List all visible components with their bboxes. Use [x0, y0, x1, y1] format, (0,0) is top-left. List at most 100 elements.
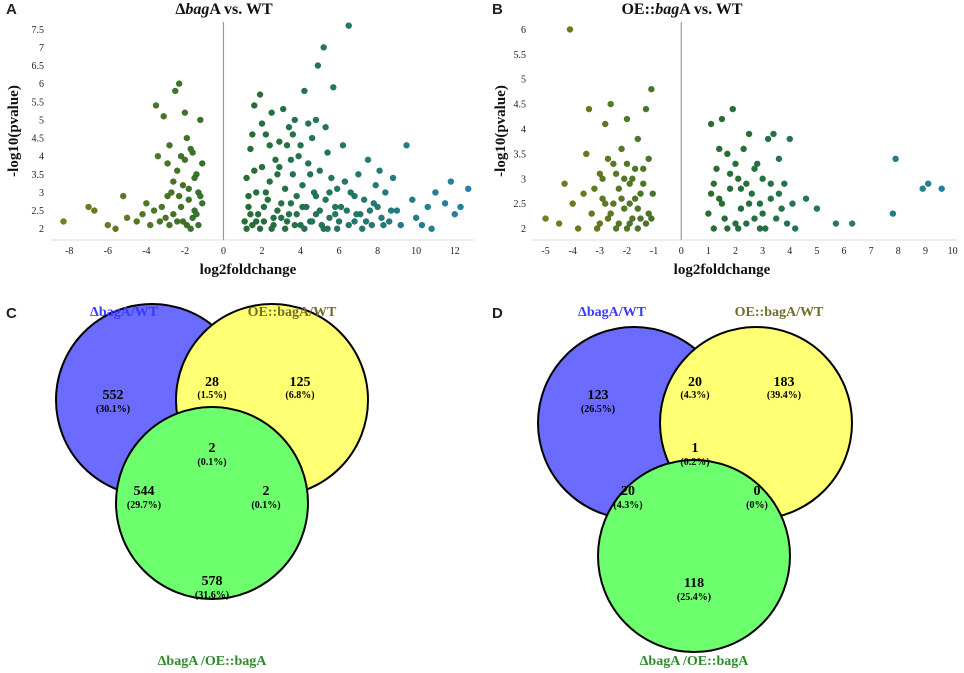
data-point: [316, 167, 324, 175]
data-point: [171, 87, 179, 95]
data-point: [759, 210, 766, 217]
data-point: [291, 221, 299, 229]
data-point: [247, 145, 254, 153]
data-point: [143, 200, 150, 207]
data-point: [924, 180, 932, 188]
data-point: [160, 113, 168, 120]
x-tick-label: 8: [375, 246, 380, 257]
data-point: [464, 185, 472, 193]
data-point: [642, 105, 650, 113]
data-point: [85, 203, 92, 211]
data-point: [287, 200, 295, 207]
data-point: [276, 163, 283, 171]
data-point: [299, 181, 306, 189]
data-point: [634, 135, 642, 143]
data-point: [179, 218, 187, 225]
x-tick-label: -6: [104, 246, 112, 257]
x-tick-label: -1: [650, 246, 658, 257]
data-point: [168, 189, 175, 196]
data-point: [152, 102, 160, 109]
data-point: [409, 196, 416, 204]
data-point: [150, 207, 158, 214]
data-point: [623, 115, 631, 123]
data-point: [123, 214, 131, 222]
data-point: [258, 120, 266, 127]
data-point: [335, 218, 343, 225]
data-point: [596, 170, 604, 178]
data-point: [734, 175, 742, 183]
data-point: [705, 210, 712, 217]
y-tick-label: 2: [521, 224, 526, 235]
data-point: [380, 221, 387, 229]
data-point: [756, 200, 764, 207]
data-point: [748, 190, 756, 197]
data-point: [139, 210, 146, 218]
x-tick-label: 0: [679, 246, 684, 257]
data-point: [274, 207, 281, 214]
data-point: [574, 225, 582, 232]
data-point: [623, 160, 631, 168]
data-point: [566, 26, 574, 33]
data-point: [252, 218, 260, 225]
data-point: [729, 105, 737, 113]
data-point: [353, 210, 360, 218]
data-point: [385, 218, 393, 225]
panel-letter-b: B: [492, 1, 503, 18]
venn-d-only3-count: 118: [684, 576, 704, 591]
data-point: [582, 150, 590, 158]
data-point: [328, 174, 335, 182]
venn-set3-label-d: ΔbagA /OE::bagA: [640, 654, 750, 669]
data-point: [289, 131, 297, 138]
panel-letter-c: C: [6, 305, 17, 322]
data-point: [418, 221, 426, 229]
y-tick-label: 2: [39, 224, 44, 235]
data-point: [312, 192, 320, 200]
data-point: [351, 218, 358, 225]
x-tick-label: 4: [787, 246, 792, 257]
data-point: [626, 180, 633, 188]
data-point: [249, 221, 256, 229]
data-point: [243, 225, 250, 233]
data-point: [333, 225, 341, 233]
data-point: [250, 102, 258, 109]
data-point: [362, 218, 370, 225]
data-point: [447, 178, 455, 185]
x-tick-label: 10: [948, 246, 958, 257]
panel-letter-d: D: [492, 305, 503, 322]
data-point: [320, 44, 327, 51]
data-point: [198, 160, 206, 167]
x-tick-label: 4: [298, 246, 303, 257]
data-point: [732, 220, 739, 227]
data-point: [164, 160, 171, 167]
data-point: [285, 210, 293, 218]
venn-d-1-3-count: 20: [621, 484, 635, 499]
venn-c-all-pct: (0.1%): [197, 457, 226, 468]
y-tick-label: 4.5: [32, 134, 45, 145]
data-point: [740, 145, 747, 153]
data-point: [347, 189, 354, 196]
data-point: [457, 203, 464, 211]
venn-set2-label-d: OE::bagA/WT: [735, 305, 824, 320]
y-tick-label: 2.5: [32, 206, 45, 217]
data-point: [189, 149, 196, 156]
data-point: [264, 196, 272, 204]
venn-c-only3-pct: (31.6%): [195, 590, 229, 601]
data-point: [593, 225, 601, 232]
data-point: [330, 83, 337, 91]
data-point: [596, 220, 604, 227]
data-point: [626, 220, 633, 227]
y-tick-label: 4: [39, 152, 44, 163]
data-point: [156, 218, 164, 225]
y-tick-label: 3.5: [32, 170, 45, 181]
data-point: [634, 225, 642, 232]
data-point: [753, 160, 761, 168]
data-point: [648, 215, 655, 222]
data-point: [585, 105, 593, 113]
data-point: [764, 135, 772, 143]
data-point: [618, 195, 625, 202]
data-point: [451, 210, 459, 218]
data-point: [615, 220, 623, 227]
data-point: [299, 203, 306, 211]
data-point: [626, 200, 633, 207]
y-tick-label: 3: [521, 174, 526, 185]
